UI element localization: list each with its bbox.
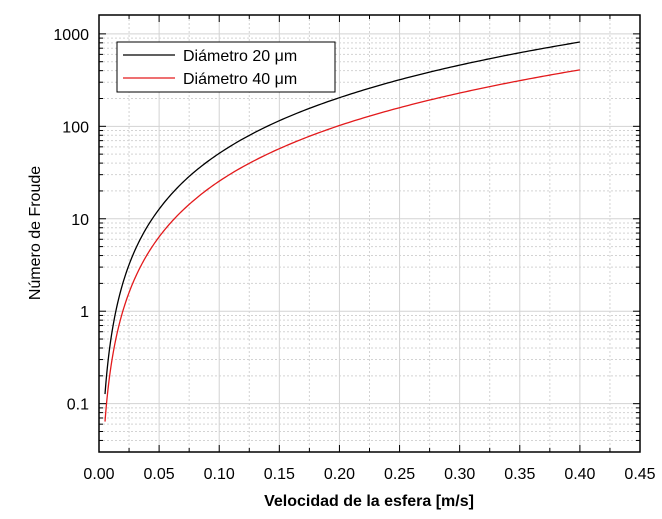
y-tick-labels: 0.1 1 10 100 1000	[53, 27, 89, 414]
series-line-2	[104, 69, 580, 422]
x-tick-label: 0.10	[204, 466, 235, 483]
x-tick-label: 0.15	[264, 466, 295, 483]
y-axis-title: Número de Froude	[27, 166, 44, 300]
x-tick-label: 0.30	[444, 466, 475, 483]
x-tick-label: 0.25	[384, 466, 415, 483]
series-lines	[104, 41, 580, 422]
y-tick-label: 100	[62, 119, 89, 136]
x-tick-labels: 0.00 0.05 0.10 0.15 0.20 0.25 0.30 0.35 0.40 0.45	[83, 466, 655, 483]
tick-marks	[98, 15, 641, 452]
x-tick-label: 0.40	[564, 466, 595, 483]
x-tick-label: 0.20	[324, 466, 355, 483]
legend-box	[116, 41, 336, 93]
legend: Diámetro 20 μm Diámetro 40 μm	[116, 41, 336, 93]
x-axis-title: Velocidad de la esfera [m/s]	[264, 493, 474, 510]
series-line-1	[104, 41, 580, 395]
x-tick-label: 0.45	[624, 466, 655, 483]
y-tick-label: 1000	[53, 27, 89, 44]
legend-label-series-1: Diámetro 20 μm	[183, 48, 297, 65]
y-tick-label: 10	[71, 212, 89, 229]
x-tick-label: 0.05	[144, 466, 175, 483]
x-tick-label: 0.35	[504, 466, 535, 483]
legend-label-series-2: Diámetro 40 μm	[183, 71, 297, 88]
y-tick-label: 1	[80, 304, 89, 321]
y-tick-label: 0.1	[67, 397, 89, 414]
x-tick-label: 0.00	[83, 466, 114, 483]
